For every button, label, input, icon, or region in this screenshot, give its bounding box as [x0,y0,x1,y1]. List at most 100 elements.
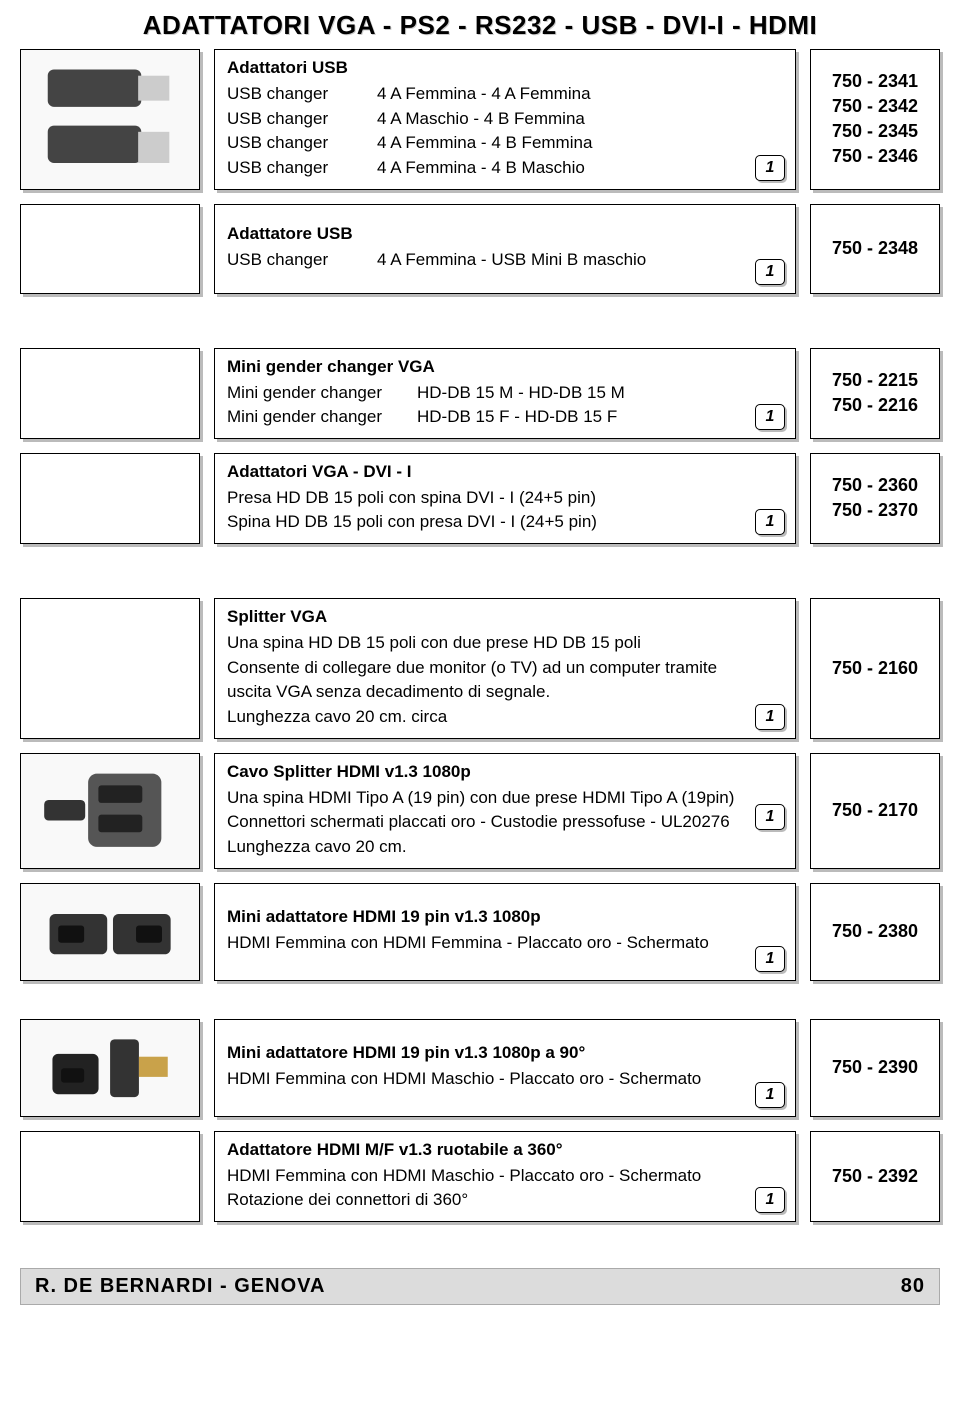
col2: 4 A Maschio - 4 B Femmina [377,107,783,132]
desc-line: Mini gender changerHD-DB 15 M - HD-DB 15… [227,381,783,406]
qty-badge: 1 [755,259,785,285]
desc-text: HDMI Femmina con HDMI Femmina - Placcato… [227,931,709,956]
col1: Mini gender changer [227,405,417,430]
hdmi-splitter-icon [30,759,190,862]
col2: HD-DB 15 M - HD-DB 15 M [417,381,783,406]
qty-badge: 1 [755,704,785,730]
desc-hdmi-360: Adattatore HDMI M/F v1.3 ruotabile a 360… [214,1131,796,1222]
product-image-blank [20,348,200,439]
code-box: 750 - 2348 [810,204,940,294]
desc-line: HDMI Femmina con HDMI Maschio - Placcato… [227,1067,783,1092]
col1: USB changer [227,248,377,273]
desc-text: Spina HD DB 15 poli con presa DVI - I (2… [227,510,597,535]
desc-text: HDMI Femmina con HDMI Maschio - Placcato… [227,1067,701,1092]
section-title: Adattatore HDMI M/F v1.3 ruotabile a 360… [227,1140,783,1160]
col2: 4 A Femmina - 4 B Femmina [377,131,783,156]
desc-line: Una spina HDMI Tipo A (19 pin) con due p… [227,786,783,811]
footer-left: R. DE BERNARDI - GENOVA [35,1275,325,1298]
code: 750 - 2345 [832,121,918,142]
code: 750 - 2346 [832,146,918,167]
spacer [20,995,940,1019]
code: 750 - 2215 [832,370,918,391]
row-usb-adapters: Adattatori USB USB changer4 A Femmina - … [20,49,940,190]
code: 750 - 2160 [832,658,918,679]
hdmi-coupler-icon [30,888,190,974]
code: 750 - 2348 [832,238,918,259]
spacer [20,1236,940,1256]
qty-badge: 1 [755,946,785,972]
desc-line: HDMI Femmina con HDMI Femmina - Placcato… [227,931,783,956]
code: 750 - 2392 [832,1166,918,1187]
spacer [20,308,940,348]
section-title: Adattatori VGA - DVI - I [227,462,783,482]
desc-text: Lunghezza cavo 20 cm. circa [227,705,447,730]
section-title: Adattatore USB [227,224,783,244]
desc-line: Lunghezza cavo 20 cm. circa [227,705,783,730]
desc-splitter-vga: Splitter VGA Una spina HD DB 15 poli con… [214,598,796,739]
qty-badge: 1 [755,404,785,430]
row-hdmi-mini: Mini adattatore HDMI 19 pin v1.3 1080p H… [20,883,940,981]
section-title: Mini adattatore HDMI 19 pin v1.3 1080p [227,907,783,927]
desc-line: Spina HD DB 15 poli con presa DVI - I (2… [227,510,783,535]
code: 750 - 2341 [832,71,918,92]
desc-text: Connettori schermati placcati oro - Cust… [227,810,730,835]
col2: 4 A Femmina - 4 B Maschio [377,156,783,181]
desc-text: Una spina HD DB 15 poli con due prese HD… [227,631,641,656]
footer: R. DE BERNARDI - GENOVA 80 [20,1268,940,1305]
desc-splitter-hdmi: Cavo Splitter HDMI v1.3 1080p Una spina … [214,753,796,869]
code: 750 - 2390 [832,1057,918,1078]
desc-text: Presa HD DB 15 poli con spina DVI - I (2… [227,486,596,511]
desc-line: HDMI Femmina con HDMI Maschio - Placcato… [227,1164,783,1213]
row-hdmi-360: Adattatore HDMI M/F v1.3 ruotabile a 360… [20,1131,940,1222]
section-title: Mini adattatore HDMI 19 pin v1.3 1080p a… [227,1043,783,1063]
col1: USB changer [227,156,377,181]
product-image-hdmi-mini [20,883,200,981]
col2: 4 A Femmina - 4 A Femmina [377,82,783,107]
code-box: 750 - 2341 750 - 2342 750 - 2345 750 - 2… [810,49,940,190]
desc-line: Connettori schermati placcati oro - Cust… [227,810,783,835]
desc-line: USB changer4 A Femmina - 4 B Maschio [227,156,783,181]
qty-badge: 1 [755,1187,785,1213]
desc-text: Consente di collegare due monitor (o TV)… [227,656,743,705]
desc-line: Una spina HD DB 15 poli con due prese HD… [227,631,783,656]
code: 750 - 2380 [832,921,918,942]
code-box: 750 - 2392 [810,1131,940,1222]
col1: USB changer [227,82,377,107]
desc-vga-gender: Mini gender changer VGA Mini gender chan… [214,348,796,439]
code-box: 750 - 2360 750 - 2370 [810,453,940,544]
desc-text: Una spina HDMI Tipo A (19 pin) con due p… [227,786,734,811]
row-hdmi-90: Mini adattatore HDMI 19 pin v1.3 1080p a… [20,1019,940,1117]
code-box: 750 - 2390 [810,1019,940,1117]
desc-line: USB changer4 A Femmina - 4 B Femmina [227,131,783,156]
row-splitter-hdmi: Cavo Splitter HDMI v1.3 1080p Una spina … [20,753,940,869]
row-vga-dvi: Adattatori VGA - DVI - I Presa HD DB 15 … [20,453,940,544]
code: 750 - 2216 [832,395,918,416]
code-box: 750 - 2380 [810,883,940,981]
desc-line: USB changer4 A Femmina - USB Mini B masc… [227,248,783,273]
qty-badge: 1 [755,155,785,181]
desc-line: USB changer4 A Femmina - 4 A Femmina [227,82,783,107]
product-image-usb [20,49,200,190]
section-title: Cavo Splitter HDMI v1.3 1080p [227,762,783,782]
product-image-blank [20,1131,200,1222]
desc-text: HDMI Femmina con HDMI Maschio - Placcato… [227,1164,743,1213]
col2: 4 A Femmina - USB Mini B maschio [377,248,783,273]
row-usb-mini: Adattatore USB USB changer4 A Femmina - … [20,204,940,294]
hdmi-angle-icon [30,1025,190,1111]
product-image-blank [20,598,200,739]
col1: Mini gender changer [227,381,417,406]
page-number: 80 [901,1275,925,1298]
product-image-blank [20,453,200,544]
code: 750 - 2342 [832,96,918,117]
product-image-blank [20,204,200,294]
col1: USB changer [227,107,377,132]
product-image-hdmi-splitter [20,753,200,869]
col1: USB changer [227,131,377,156]
qty-badge: 1 [755,509,785,535]
section-title: Adattatori USB [227,58,783,78]
code-box: 750 - 2215 750 - 2216 [810,348,940,439]
desc-line: Lunghezza cavo 20 cm. [227,835,783,860]
desc-hdmi-mini: Mini adattatore HDMI 19 pin v1.3 1080p H… [214,883,796,981]
desc-hdmi-90: Mini adattatore HDMI 19 pin v1.3 1080p a… [214,1019,796,1117]
row-splitter-vga: Splitter VGA Una spina HD DB 15 poli con… [20,598,940,739]
